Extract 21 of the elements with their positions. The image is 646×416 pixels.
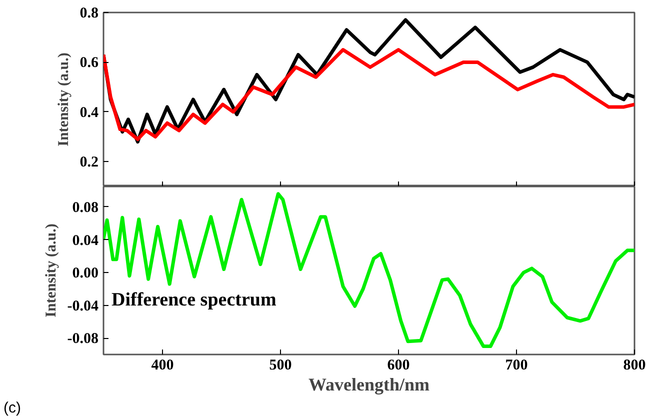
y-tick-label: -0.08 — [67, 331, 99, 348]
y-tick-label: 0.04 — [72, 232, 99, 249]
x-tick-label: 700 — [505, 358, 528, 374]
y-tick-label: 0.6 — [80, 55, 99, 72]
line-series — [104, 192, 634, 348]
y-tick-label: 0.2 — [80, 154, 98, 171]
text: (c) — [4, 400, 21, 416]
annotation: Difference spectrum — [112, 290, 276, 310]
x-tick-label: 500 — [269, 358, 292, 374]
y-tick-label: 0.00 — [72, 266, 98, 282]
y-tick-label: -0.04 — [67, 298, 99, 314]
y-axis-title: Intensity (a.u.) — [43, 224, 60, 318]
x-tick-label: 600 — [387, 358, 410, 374]
y-tick-label: 0.4 — [80, 104, 99, 121]
y-axis-title: Intensity (a.u.) — [56, 52, 72, 146]
x-tick-label: 800 — [623, 358, 646, 374]
y-tick-label: 0.08 — [72, 200, 98, 216]
x-tick-label: 400 — [151, 358, 174, 374]
line-series — [104, 48, 634, 142]
x-axis-title: Wavelength/nm — [308, 374, 430, 394]
y-tick-label: 0.8 — [80, 6, 98, 22]
